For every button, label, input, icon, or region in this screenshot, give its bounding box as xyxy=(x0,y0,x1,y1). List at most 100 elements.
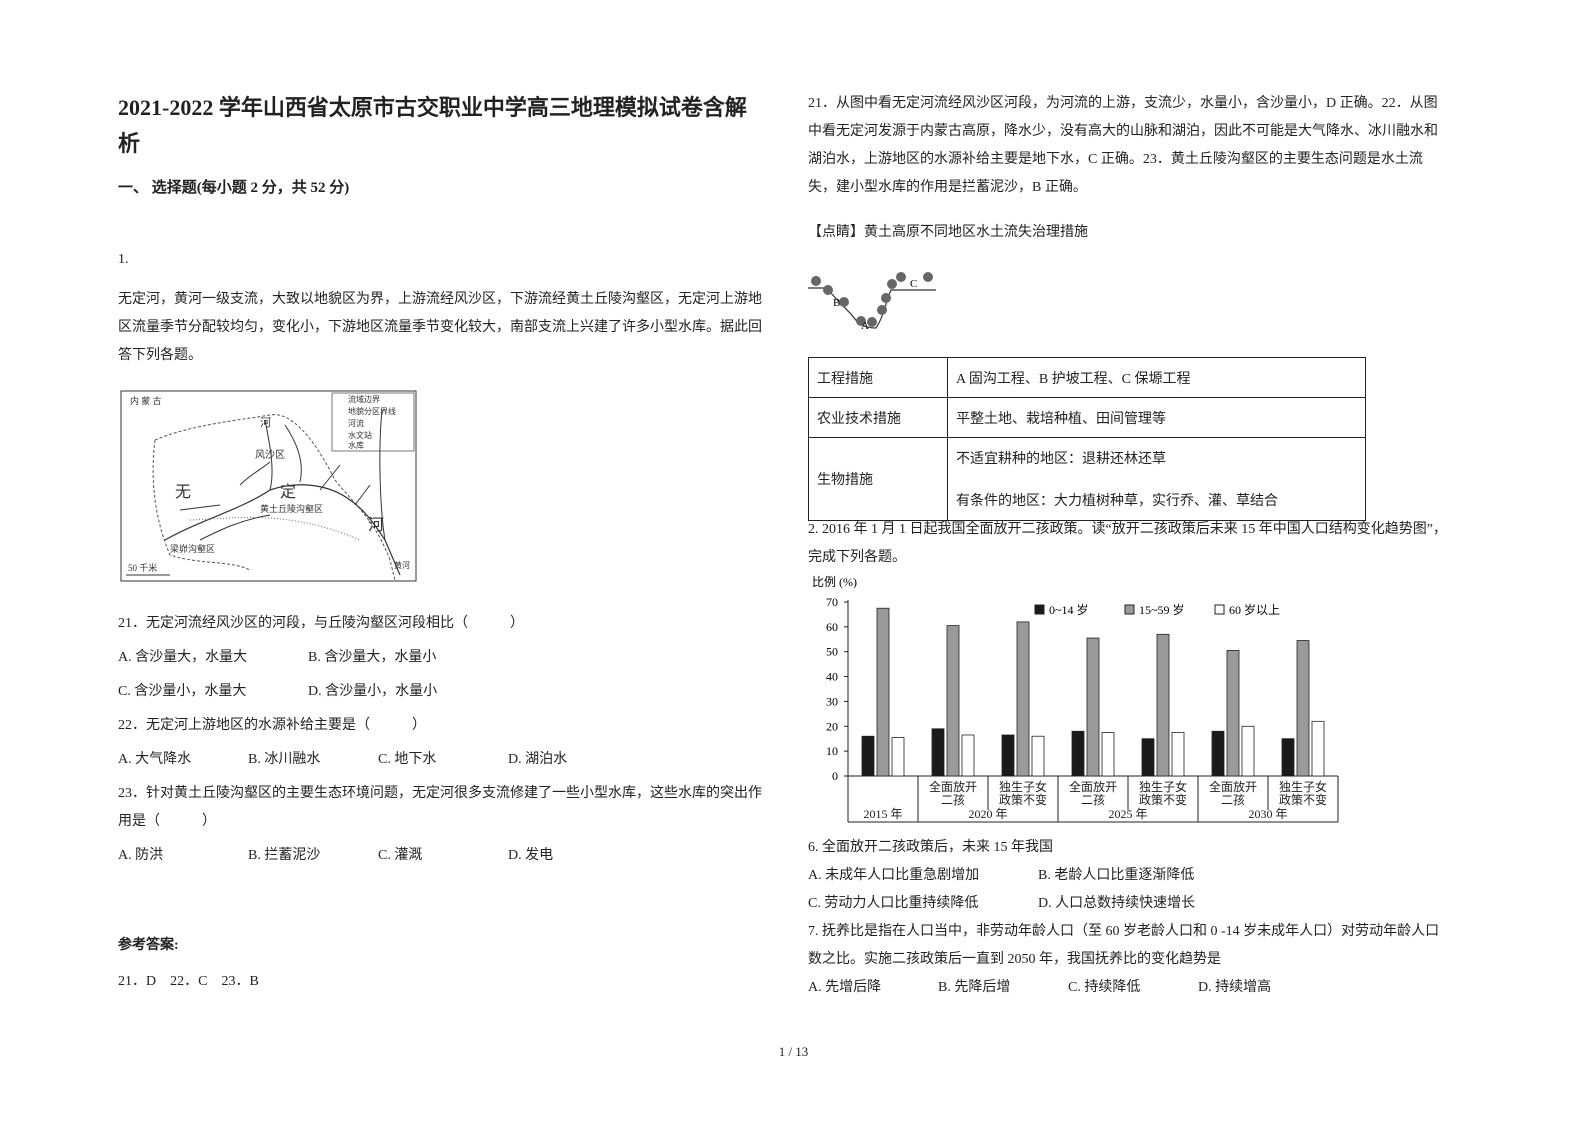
option-row: A. 大气降水 B. 冰川融水 C. 地下水 D. 湖泊水 xyxy=(118,746,763,774)
legend-swatch xyxy=(1214,604,1225,615)
question-text: 22．无定河上游地区的水源补给主要是（ ） xyxy=(118,718,426,733)
bar xyxy=(946,625,960,777)
table-cell: A 固沟工程、B 护坡工程、C 保塬工程 xyxy=(947,357,1366,398)
table-cell: 不适宜耕种的地区：退耕还林还草有条件的地区：大力植树种草，实行乔、灌、草结合 xyxy=(947,437,1366,521)
bar xyxy=(1001,734,1015,777)
diagram: B A C xyxy=(808,272,936,332)
option-row: A. 未成年人口比重急剧增加 B. 老龄人口比重逐渐降低 xyxy=(808,862,1448,890)
option: A. 先增后降 xyxy=(808,980,882,995)
option: D. 发电 xyxy=(508,848,554,863)
bar xyxy=(1171,732,1185,777)
legend-swatch xyxy=(1034,604,1045,615)
option-row: C. 劳动力人口比重持续降低 D. 人口总数持续快速增长 xyxy=(808,890,1448,918)
map-label: 水文站 xyxy=(348,430,372,440)
option: A. 防洪 xyxy=(118,848,164,863)
tip: 【点睛】黄土高原不同地区水土流失治理措施 xyxy=(808,225,1088,240)
x-tick-label: 独生子女政策不变 xyxy=(1278,780,1327,807)
legend-label: 15~59 岁 xyxy=(1139,602,1185,617)
question-text: 6. 全面放开二孩政策后，未来 15 年我国 xyxy=(808,840,1053,855)
y-tick-label: 60 xyxy=(826,620,838,634)
questions: 6. 全面放开二孩政策后，未来 15 年我国 A. 未成年人口比重急剧增加 B. 老… xyxy=(808,834,1448,1002)
map-label: 河 xyxy=(260,416,271,429)
section-heading: 一、 选择题(每小题 2 分，共 52 分) xyxy=(118,180,350,196)
table-cell: 生物措施 xyxy=(808,437,948,521)
bar xyxy=(1031,735,1045,777)
map-label: 50 千米 xyxy=(128,562,157,573)
option: C. 灌溉 xyxy=(378,848,423,863)
question-stem: 2. 2016 年 1 月 1 日起我国全面放开二孩政策。读“放开二孩政策后未来… xyxy=(808,522,1447,565)
map-label: 黄河 xyxy=(394,560,410,570)
bar xyxy=(1296,640,1310,777)
x-group-label: 2015 年 xyxy=(863,807,903,821)
option: B. 老龄人口比重逐渐降低 xyxy=(1038,868,1195,883)
option: D. 人口总数持续快速增长 xyxy=(1038,896,1196,911)
option-row: A. 先增后降 B. 先降后增 C. 持续降低 D. 持续增高 xyxy=(808,974,1448,1002)
option: A. 含沙量大，水量大 xyxy=(118,650,248,665)
bar xyxy=(1016,621,1030,777)
diagram-label: C xyxy=(910,278,917,290)
option-row: C. 含沙量小，水量大 D. 含沙量小，水量小 xyxy=(118,678,763,706)
option-row: A. 含沙量大，水量大 B. 含沙量大，水量小 xyxy=(118,644,763,672)
table-cell: 平整土地、栽培种植、田间管理等 xyxy=(947,397,1366,438)
bar xyxy=(1311,720,1325,777)
question-text: 7. 抚养比是指在人口当中，非劳动年龄人口（至 60 岁老龄人口和 0 -14 … xyxy=(808,924,1440,967)
option: A. 未成年人口比重急剧增加 xyxy=(808,868,980,883)
bar xyxy=(1241,725,1255,777)
table: 工程措施 A 固沟工程、B 护坡工程、C 保塬工程 农业技术措施 平整土地、栽培种植… xyxy=(808,357,1366,521)
map-label: 风沙区 xyxy=(255,449,285,461)
option: A. 大气降水 xyxy=(118,752,192,767)
y-tick-label: 0 xyxy=(832,769,838,783)
option: B. 冰川融水 xyxy=(248,752,321,767)
bar xyxy=(1141,738,1155,777)
option: B. 拦蓄泥沙 xyxy=(248,848,321,863)
map-label: 定 xyxy=(280,483,296,501)
x-group-label: 2025 年 xyxy=(1108,807,1148,821)
map-label: 流域边界 xyxy=(348,394,380,404)
question-text: 21．无定河流经风沙区的河段，与丘陵沟壑区河段相比（ ） xyxy=(118,616,524,631)
y-tick-label: 50 xyxy=(826,645,838,659)
option: C. 含沙量小，水量大 xyxy=(118,684,247,699)
table-line: 不适宜耕种的地区：退耕还林还草 xyxy=(956,452,1166,467)
bar xyxy=(1226,650,1240,777)
option: D. 持续增高 xyxy=(1198,980,1272,995)
y-axis-label: 比例 (%) xyxy=(812,575,857,589)
bar xyxy=(1156,633,1170,777)
table-cell: 农业技术措施 xyxy=(808,397,948,438)
map-label: 内 蒙 古 xyxy=(130,395,162,406)
table-line: 有条件的地区：大力植树种草，实行乔、灌、草结合 xyxy=(956,494,1278,509)
x-tick-label: 全面放开二孩 xyxy=(1208,780,1257,807)
option-row: A. 防洪 B. 拦蓄泥沙 C. 灌溉 D. 发电 xyxy=(118,842,763,870)
legend-label: 0~14 岁 xyxy=(1049,602,1089,617)
title: 2021-2022 学年山西省太原市古交职业中学高三地理模拟试卷含解析 xyxy=(118,95,747,156)
answer-text: 21．D 22．C 23．B xyxy=(118,974,259,989)
y-tick-label: 20 xyxy=(826,719,838,733)
answer-label: 参考答案: xyxy=(118,938,179,953)
map-label: 无 xyxy=(175,484,191,501)
bar xyxy=(961,734,975,777)
bar xyxy=(891,737,905,777)
map: 内 蒙 古流域边界地貌分区界线河流水文站水库风沙区无 定河黄土丘陵沟壑区梁峁沟壑区… xyxy=(120,390,417,582)
legend-label: 60 岁以上 xyxy=(1229,602,1280,617)
page-number: 1 / 13 xyxy=(778,1044,809,1059)
map-label: 地貌分区界线 xyxy=(348,406,396,416)
bar xyxy=(1211,730,1225,777)
x-tick-label: 全面放开二孩 xyxy=(928,780,977,807)
questions: 21．无定河流经风沙区的河段，与丘陵沟壑区河段相比（ ） A. 含沙量大，水量大 B… xyxy=(118,604,763,876)
y-tick-label: 40 xyxy=(826,670,838,684)
map-label: 梁峁沟壑区 xyxy=(170,543,215,554)
bar xyxy=(1101,732,1115,777)
option: C. 劳动力人口比重持续降低 xyxy=(808,896,979,911)
x-tick-label: 独生子女政策不变 xyxy=(1138,780,1187,807)
option: B. 先降后增 xyxy=(938,980,1011,995)
x-tick-label: 独生子女政策不变 xyxy=(998,780,1047,807)
option: D. 含沙量小，水量小 xyxy=(308,684,438,699)
diagram-label: A xyxy=(861,320,869,332)
option: B. 含沙量大，水量小 xyxy=(308,650,437,665)
bar xyxy=(931,728,945,777)
y-tick-label: 70 xyxy=(826,595,838,609)
x-group-label: 2030 年 xyxy=(1248,807,1288,821)
question-text: 23．针对黄土丘陵沟壑区的主要生态环境问题，无定河很多支流修建了一些小型水库，这… xyxy=(118,786,762,829)
map-label: 河 xyxy=(368,516,384,534)
x-tick-label: 全面放开二孩 xyxy=(1068,780,1117,807)
